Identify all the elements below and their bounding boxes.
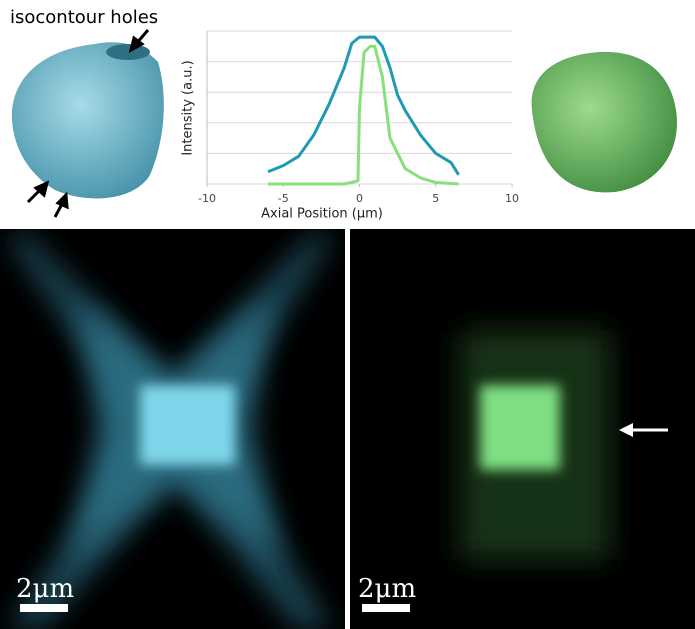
annotation: isocontour holes	[10, 7, 158, 28]
x-tick-label: 10	[505, 192, 519, 205]
white-arrow	[619, 423, 668, 437]
x-tick-label: -10	[198, 192, 216, 205]
hole	[106, 44, 150, 60]
green-isosurface	[531, 51, 677, 193]
green-image	[460, 330, 610, 560]
x-tick-label: 5	[432, 192, 439, 205]
x-tick-label: 0	[356, 192, 363, 205]
scale-bar-label: 2μm	[16, 574, 74, 604]
x-tick-label: -5	[278, 192, 289, 205]
y-axis-label: Intensity (a.u.)	[181, 60, 196, 155]
scale-bar	[20, 604, 68, 612]
blue-image	[10, 229, 330, 629]
scale-bar	[362, 604, 410, 612]
x-axis-label: Axial Position (μm)	[261, 207, 383, 222]
line-series	[268, 44, 459, 186]
arrows	[26, 29, 150, 218]
line-series	[267, 35, 460, 176]
blue-isosurface	[11, 42, 164, 199]
scale-bar-label: 2μm	[358, 574, 416, 604]
